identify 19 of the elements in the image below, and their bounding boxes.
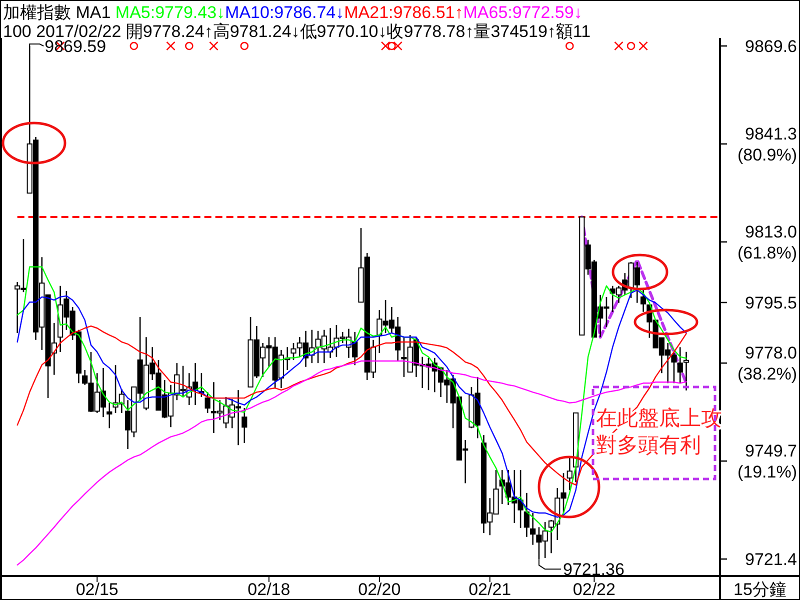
x-tick-label: 02/20 xyxy=(358,580,401,599)
y-tick-label: 9778.0 (38.2%) xyxy=(737,344,797,384)
y-tick-label: 9841.3 (80.9%) xyxy=(737,124,797,164)
y-tick-label: 9813.0 (61.8%) xyxy=(737,222,797,262)
y-tick-label: 9721.4 xyxy=(745,550,797,570)
annotation: 9721.36 xyxy=(562,560,624,580)
x-tick-label: 02/21 xyxy=(468,580,512,599)
text: MA65:9772.59↓ xyxy=(463,3,582,22)
x-tick-label: 02/15 xyxy=(76,580,118,599)
text: MA10:9786.74↓ xyxy=(225,3,344,22)
text: MA21:9786.51↑ xyxy=(344,3,464,22)
text: MA5:9779.43↓ xyxy=(115,3,226,22)
chart-title: 加權指數 MA1 xyxy=(3,3,116,22)
x-tick-label: 02/18 xyxy=(248,580,290,599)
y-tick-label: 9869.6 xyxy=(745,36,797,56)
y-tick-label: 9795.5 xyxy=(745,294,797,312)
x-tick-label: 02/22 xyxy=(572,580,616,599)
y-tick-label: 9749.7 (19.1%) xyxy=(737,442,797,482)
x-axis-title: 15分鐘 xyxy=(734,580,786,599)
